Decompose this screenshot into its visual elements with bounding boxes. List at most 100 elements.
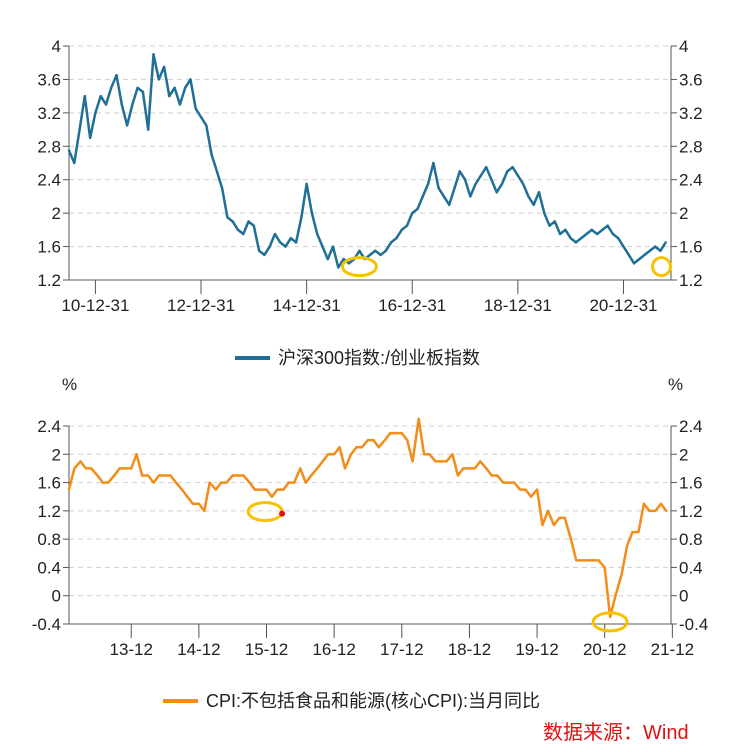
data-point [532, 203, 535, 206]
data-point [400, 431, 403, 435]
data-point [315, 232, 319, 236]
data-point [326, 257, 329, 261]
data-point [546, 509, 550, 513]
data-point [197, 502, 201, 505]
y-tick-label-left: 1.2 [37, 502, 61, 521]
data-point [458, 170, 461, 173]
data-point [659, 249, 662, 252]
data-point [564, 228, 567, 232]
y-tick-label-left: 2 [52, 204, 61, 223]
data-point [310, 211, 314, 215]
data-point [469, 195, 472, 198]
data-point [96, 474, 99, 477]
data-point [115, 74, 118, 77]
data-point [541, 523, 544, 527]
data-point [300, 216, 303, 219]
data-point [611, 232, 615, 236]
data-point [67, 149, 71, 152]
data-point [299, 467, 302, 470]
data-point [379, 253, 382, 257]
y-tick-label-right: 0 [679, 587, 688, 606]
bottom-series [67, 417, 668, 619]
bottom-x-axis: 13-12 14-12 15-12 16-12 17-12 18-12 19-12 20-12… [109, 640, 694, 659]
data-point [349, 453, 353, 456]
y-tick-label-left: 1.6 [37, 238, 61, 257]
data-point [83, 94, 87, 98]
data-point [263, 253, 266, 257]
data-point [442, 195, 446, 198]
data-point [259, 488, 262, 491]
y-tick-label-right: 2.8 [679, 137, 703, 156]
x-tick-label: 12-12-31 [167, 296, 235, 315]
y-tick-label-left: 2 [52, 445, 61, 464]
y-tick-label-right: 1.6 [679, 474, 703, 493]
bottom-axes [63, 425, 677, 638]
y-tick-label-left: 3.2 [37, 104, 61, 123]
data-point [180, 488, 184, 491]
data-point [426, 182, 430, 186]
y-tick-label-right: 1.6 [679, 238, 703, 257]
data-point [548, 224, 551, 227]
x-tick-label: 21-12 [651, 640, 694, 659]
top-x-axis: 10-12-31 12-12-31 14-12-31 16-12-31 18-12-31… [61, 296, 657, 315]
data-point [168, 94, 171, 98]
data-point [437, 186, 440, 190]
data-point [194, 107, 197, 110]
y-tick-label-left: 0 [52, 587, 61, 606]
data-point [120, 103, 124, 106]
data-point [537, 191, 541, 194]
data-point [648, 249, 652, 252]
data-point [270, 495, 274, 498]
data-point [173, 86, 176, 89]
data-point [502, 481, 505, 484]
data-point [507, 481, 510, 484]
data-point [293, 481, 296, 484]
data-point [268, 245, 271, 248]
data-point [456, 474, 460, 477]
data-point [631, 530, 634, 534]
data-point [282, 488, 285, 491]
data-point [389, 241, 393, 244]
data-point [360, 446, 364, 449]
y-tick-label-left: 1.2 [37, 271, 61, 290]
data-point [377, 446, 380, 449]
data-point [620, 573, 623, 576]
data-point [614, 594, 617, 597]
data-point [495, 474, 499, 477]
data-point [79, 460, 82, 463]
data-point [118, 467, 121, 470]
y-tick-label-left: 0.8 [37, 530, 61, 549]
data-point [535, 488, 539, 491]
data-point [422, 453, 426, 456]
data-point [411, 460, 414, 463]
y-tick-label-left: 2.4 [37, 417, 61, 436]
bottom-legend-label: CPI:不包括食品和能源(核心CPI):当月同比 [206, 691, 540, 711]
data-point [140, 474, 144, 477]
data-point [215, 170, 219, 173]
y-tick-label-right: 0.8 [679, 530, 703, 549]
y-tick-label-right: -0.4 [679, 615, 708, 634]
data-point [552, 523, 556, 527]
data-point [506, 170, 509, 173]
data-point [558, 232, 562, 236]
highlight-circle [340, 256, 378, 278]
data-point [642, 502, 646, 505]
data-point [73, 467, 76, 470]
data-point [343, 467, 347, 470]
data-point [101, 481, 105, 484]
x-tick-label: 16-12 [312, 640, 355, 659]
data-point [123, 467, 127, 470]
data-point [236, 228, 240, 232]
data-point [294, 241, 298, 244]
data-point [236, 474, 240, 477]
data-point [585, 232, 588, 236]
data-point [355, 446, 358, 449]
data-point [553, 220, 557, 223]
data-point [284, 245, 287, 248]
data-point [342, 257, 345, 261]
data-point [247, 220, 250, 223]
data-point [428, 453, 431, 456]
data-point [521, 182, 525, 186]
data-point [451, 453, 454, 456]
